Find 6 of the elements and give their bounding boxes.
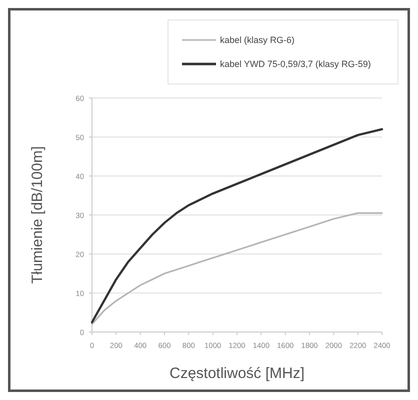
line-series [90, 128, 384, 324]
legend-label: kabel YWD 75-0,59/3,7 (klasy RG-59) [220, 59, 371, 69]
line-series [91, 212, 383, 325]
legend-label: kabel (klasy RG-6) [220, 35, 295, 45]
x-axis-title: Częstotliwość [MHz] [169, 365, 305, 382]
y-axis-title: Tłumienie [dB/100m] [29, 146, 46, 284]
